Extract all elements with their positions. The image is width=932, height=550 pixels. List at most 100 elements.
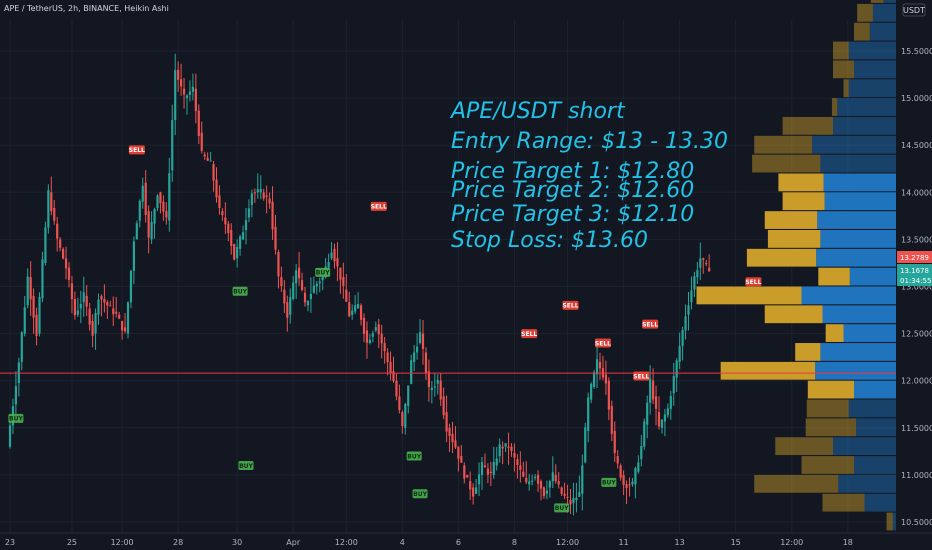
- candle-body: [212, 164, 215, 181]
- candle-body: [460, 456, 463, 463]
- note-line-2: Entry Range: $13 - 13.30: [451, 129, 728, 154]
- candle-body: [262, 192, 265, 199]
- candle-body: [663, 414, 666, 422]
- candle-body: [91, 321, 94, 336]
- candle-body: [203, 154, 206, 157]
- x-tick-label: 28: [173, 538, 183, 547]
- candle-body: [283, 289, 286, 304]
- candle-body: [681, 329, 684, 347]
- candle-body: [684, 316, 687, 331]
- candle-body: [318, 281, 321, 284]
- candle-body: [67, 267, 71, 280]
- candle-body: [595, 359, 599, 375]
- y-tick-label: 12.0000: [901, 377, 932, 386]
- volume-bar-blue-18: [823, 173, 896, 192]
- volume-bar-gold-27: [857, 3, 873, 22]
- candle-body: [286, 302, 289, 318]
- x-tick-label: Apr: [286, 538, 301, 547]
- candle-body: [123, 327, 127, 332]
- volume-bar-gold-20: [754, 135, 812, 154]
- candle-body: [536, 474, 540, 484]
- candle-body: [501, 446, 504, 449]
- candle-body: [162, 201, 165, 212]
- candle-body: [132, 241, 135, 271]
- candle-body: [678, 346, 681, 362]
- candle-body: [312, 285, 315, 293]
- candle-body: [330, 252, 333, 259]
- candle-body: [23, 307, 26, 334]
- candle-body: [182, 88, 186, 95]
- candle-body: [112, 308, 115, 315]
- volume-bar-gold-13: [818, 267, 850, 286]
- candle-body: [41, 259, 44, 299]
- candle-body: [439, 380, 442, 400]
- last-price-tag: 13.1678 01:34:55: [897, 264, 932, 286]
- candle-body: [413, 352, 416, 362]
- candle-body: [362, 317, 366, 334]
- candle-body: [365, 330, 369, 343]
- candle-body: [616, 456, 619, 464]
- volume-bar-gold-25: [833, 41, 849, 60]
- currency-button[interactable]: USDT: [902, 3, 926, 17]
- y-tick-label: 10.5000: [901, 518, 932, 527]
- candle-body: [590, 383, 593, 400]
- volume-bar-gold-26: [854, 22, 870, 41]
- svg-text:SELL: SELL: [633, 373, 649, 380]
- candle-body: [531, 480, 534, 482]
- candle-body: [309, 293, 312, 300]
- volume-bar-blue-10: [843, 324, 896, 342]
- candle-body: [519, 465, 522, 470]
- candle-body: [386, 352, 389, 363]
- candle-body: [587, 397, 590, 431]
- candle-body: [566, 496, 569, 498]
- svg-text:BUY: BUY: [316, 270, 330, 277]
- candle-body: [88, 308, 91, 325]
- candle-body: [106, 302, 109, 306]
- candle-body: [572, 498, 575, 504]
- candle-body: [339, 267, 342, 280]
- candle-body: [295, 270, 298, 284]
- candle-body: [221, 211, 224, 215]
- candle-body: [351, 310, 354, 315]
- candle-body: [47, 190, 50, 228]
- candle-body: [454, 440, 457, 448]
- candle-body: [442, 396, 445, 416]
- candle-body: [239, 236, 242, 249]
- note-line-1: APE/USDT short: [449, 99, 626, 124]
- volume-bar-blue-23: [848, 79, 896, 98]
- candle-body: [539, 481, 543, 489]
- candle-body: [20, 332, 23, 362]
- x-tick-label: 12:00: [111, 538, 134, 547]
- volume-bar-blue-25: [848, 41, 896, 60]
- candle-body: [144, 182, 147, 215]
- candle-body: [97, 299, 100, 315]
- candle-body: [504, 443, 507, 447]
- candle-body: [395, 380, 398, 397]
- candle-body: [672, 375, 675, 394]
- volume-bar-gold-3: [801, 456, 854, 474]
- candle-body: [241, 232, 245, 240]
- y-tick-label: 13.5000: [901, 235, 932, 244]
- candle-body: [696, 270, 699, 278]
- candle-body: [669, 395, 672, 409]
- candle-body: [197, 110, 200, 137]
- candle-body: [513, 452, 516, 458]
- signal-buy-4: BUY: [238, 460, 254, 470]
- time-axis[interactable]: 23 25 12:00 28 30 Apr 12:00 4 6 8 12:00 11 13 15 12:00…: [0, 532, 932, 547]
- candle-body: [215, 179, 218, 198]
- price-axis[interactable]: 15.5000 15.0000 14.5000 14.0000 13.5000 13.00…: [901, 47, 932, 527]
- candle-body: [613, 430, 616, 454]
- candle-body: [457, 446, 460, 459]
- volume-bar-gold-16: [764, 211, 818, 229]
- candle-body: [70, 283, 74, 300]
- trade-note: APE/USDT short Entry Range: $13 - 13.30 …: [449, 99, 728, 253]
- candle-body: [298, 267, 301, 279]
- candle-body: [660, 419, 664, 428]
- svg-text:SELL: SELL: [371, 204, 387, 211]
- candle-body: [619, 465, 622, 478]
- candle-body: [631, 481, 634, 485]
- candle-body: [693, 276, 696, 290]
- x-tick-label: 25: [67, 538, 77, 547]
- candle-body: [699, 258, 702, 268]
